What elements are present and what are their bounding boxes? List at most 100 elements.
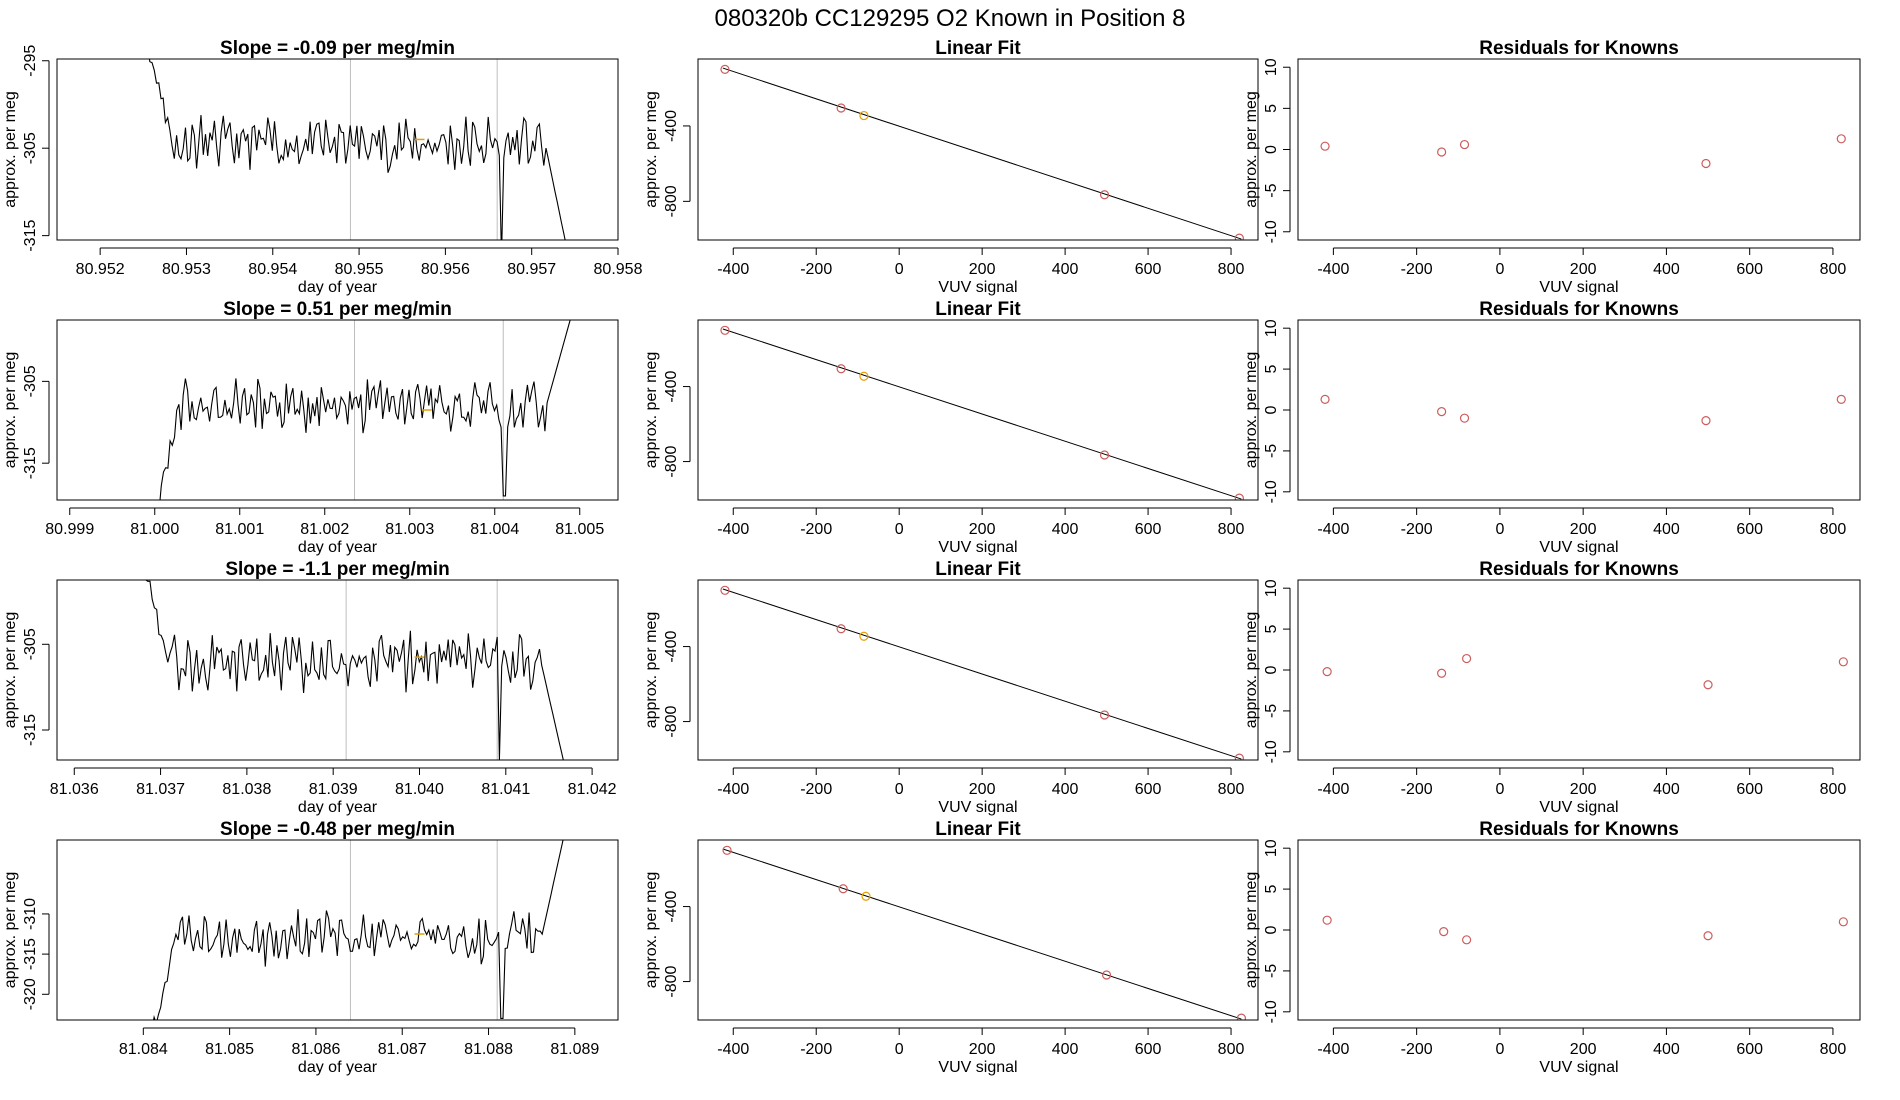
x-tick-label: -400	[1317, 781, 1349, 798]
x-tick-label: 81.085	[205, 1041, 254, 1058]
x-tick-label: 80.957	[507, 261, 556, 278]
data-trace	[159, 320, 571, 500]
data-point	[859, 631, 869, 641]
panel-title: Residuals for Knowns	[1479, 299, 1679, 320]
y-tick-label: -400	[663, 370, 680, 402]
data-point	[1236, 1013, 1247, 1020]
x-tick-label: -200	[800, 521, 832, 538]
x-tick-label: 400	[1653, 261, 1680, 278]
x-tick-label: 400	[1653, 1041, 1680, 1058]
x-tick-label: -200	[1401, 781, 1433, 798]
panel-title: Residuals for Knowns	[1479, 559, 1679, 580]
x-tick-label: 400	[1653, 781, 1680, 798]
x-tick-label: 80.955	[335, 261, 384, 278]
data-point	[861, 891, 871, 901]
panel-title: Linear Fit	[935, 38, 1021, 59]
x-axis-label: VUV signal	[938, 279, 1017, 296]
data-point	[1320, 394, 1330, 404]
x-axis: -400 -200 0 200 400 600 800	[717, 247, 1245, 278]
data-point	[1439, 927, 1449, 937]
x-axis-label: VUV signal	[938, 799, 1017, 816]
panel-2-2: Linear Fit -400 -200 0 200 400 600 800 VUV signa…	[643, 299, 1259, 556]
x-tick-label: 81.084	[119, 1041, 168, 1058]
y-axis-label: approx. per meg	[643, 872, 660, 989]
x-tick-label: 200	[1570, 521, 1597, 538]
x-tick-label: 80.956	[421, 261, 470, 278]
plot-area	[1320, 134, 1846, 169]
x-tick-label: -200	[800, 261, 832, 278]
x-tick-label: -200	[1401, 1041, 1433, 1058]
y-axis: -400 -800	[663, 110, 691, 217]
y-axis: -295 -305 -315	[22, 45, 50, 252]
plot-frame	[56, 839, 619, 1021]
y-tick-label: -315	[22, 938, 39, 970]
x-axis-label: VUV signal	[938, 1059, 1017, 1076]
x-tick-label: 400	[1052, 261, 1079, 278]
x-tick-label: 0	[1495, 521, 1504, 538]
x-tick-label: -400	[717, 781, 749, 798]
y-tick-label: 0	[1263, 665, 1280, 674]
y-tick-label: -315	[22, 220, 39, 252]
y-tick-label: -315	[22, 714, 39, 746]
x-tick-label: 800	[1218, 1041, 1245, 1058]
x-axis: 80.952 80.953 80.954 80.955 80.956 80.957 80.9…	[76, 247, 643, 278]
y-tick-label: 0	[1263, 925, 1280, 934]
x-tick-label: 200	[969, 521, 996, 538]
x-tick-label: 800	[1218, 261, 1245, 278]
data-point	[1459, 139, 1470, 150]
x-tick-label: 0	[1495, 1041, 1504, 1058]
plot-frame	[697, 58, 1259, 241]
x-tick-label: -400	[717, 1041, 749, 1058]
fit-line	[722, 67, 1242, 240]
x-tick-label: 600	[1135, 1041, 1162, 1058]
x-axis: -400 -200 0 200 400 600 800	[1317, 247, 1846, 278]
x-tick-label: 600	[1135, 521, 1162, 538]
x-tick-label: 81.087	[378, 1041, 427, 1058]
x-tick-label: 81.086	[291, 1041, 340, 1058]
x-tick-label: 0	[895, 781, 904, 798]
data-point	[836, 364, 846, 374]
panel-title: Linear Fit	[935, 819, 1021, 840]
y-axis: -305 -315	[22, 628, 50, 746]
data-point	[1437, 147, 1447, 157]
x-tick-label: 81.001	[215, 521, 264, 538]
x-axis-label: day of year	[298, 539, 378, 556]
data-point	[1459, 413, 1470, 423]
panel-4-3: Residuals for Knowns -400 -200 0 200 400 600 80…	[1243, 819, 1861, 1076]
y-tick-label: 10	[1263, 839, 1280, 857]
x-tick-label: 800	[1218, 781, 1245, 798]
plot-frame	[697, 839, 1259, 1021]
x-tick-label: 80.952	[76, 261, 125, 278]
x-axis: -400 -200 0 200 400 600 800	[1317, 1027, 1846, 1058]
y-tick-label: 5	[1263, 365, 1280, 374]
plot-area	[148, 59, 566, 240]
plot-area	[144, 580, 564, 760]
y-tick-label: -305	[22, 132, 39, 164]
x-tick-label: 600	[1736, 521, 1763, 538]
y-axis-label: approx. per meg	[2, 872, 19, 989]
y-tick-label: -295	[22, 45, 39, 77]
panel-title: Residuals for Knowns	[1479, 38, 1679, 59]
y-axis-label: approx. per meg	[1243, 352, 1260, 469]
data-point	[1322, 915, 1332, 925]
data-point	[1320, 141, 1330, 151]
panel-title: Slope = -1.1 per meg/min	[225, 559, 449, 580]
panel-3-3: Residuals for Knowns -400 -200 0 200 400 600 80…	[1243, 559, 1861, 816]
data-point	[1234, 233, 1244, 240]
plot-frame	[1297, 58, 1861, 241]
y-axis-label: approx. per meg	[643, 91, 660, 208]
x-axis-label: VUV signal	[1539, 1059, 1618, 1076]
y-tick-label: -5	[1263, 704, 1280, 718]
data-point	[1703, 680, 1713, 690]
x-tick-label: 81.000	[130, 521, 179, 538]
x-tick-label: -200	[1401, 521, 1433, 538]
y-tick-label: -800	[663, 965, 680, 997]
x-tick-label: 400	[1052, 1041, 1079, 1058]
y-axis: -310 -315 -320	[22, 898, 50, 1010]
x-tick-label: -400	[1317, 261, 1349, 278]
data-point	[1838, 657, 1848, 667]
x-tick-label: -200	[800, 781, 832, 798]
